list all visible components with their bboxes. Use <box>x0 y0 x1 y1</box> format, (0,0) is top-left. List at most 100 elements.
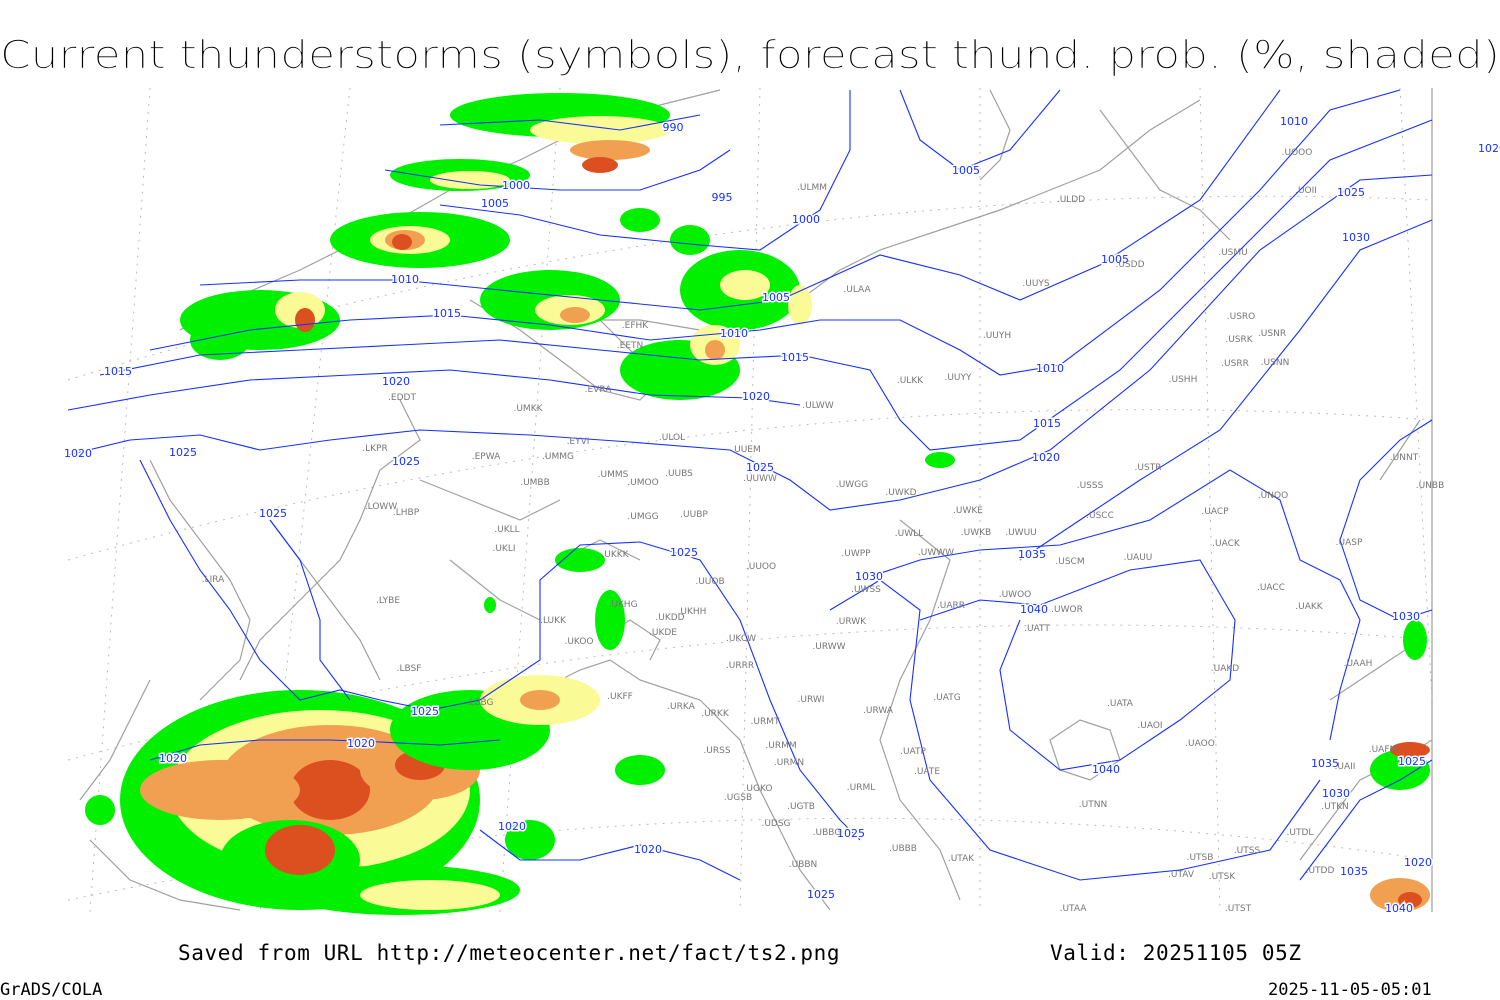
station-label: .UMBB <box>520 478 550 488</box>
isobar-line <box>1299 759 1433 881</box>
station-label: .URMT <box>751 717 780 727</box>
isobar-label: 1040 <box>1092 763 1120 776</box>
station-label: .EDDT <box>388 393 416 403</box>
station-label: .UKLI <box>492 544 515 554</box>
isobar-label: 1020 <box>1032 451 1060 464</box>
station-label: .UUYS <box>1022 279 1050 289</box>
station-label: .EFHK <box>622 321 649 331</box>
coastline <box>499 659 831 911</box>
station-label: .UARR <box>937 601 965 611</box>
coastline <box>419 479 561 621</box>
station-label: .UAOO <box>1185 739 1215 749</box>
station-label: .UUBS <box>665 469 693 479</box>
station-label: .UKKK <box>601 550 629 560</box>
probability-area <box>1403 620 1427 660</box>
isobar-label: 1015 <box>433 307 461 320</box>
station-label: .UKOO <box>564 637 593 647</box>
station-label: .UATE <box>914 767 940 777</box>
probability-area <box>484 597 496 613</box>
station-label: .USSS <box>1077 481 1104 491</box>
station-label: .UATA <box>1107 699 1134 709</box>
isobar-label: 1030 <box>1392 610 1420 623</box>
station-label: .UWKB <box>961 528 991 538</box>
station-labels: .ULMM .ULDD .UOOO .UOII .USMU .USDD .ULAA .UUYS… <box>202 148 1445 914</box>
isobar-line <box>269 519 351 701</box>
probability-area <box>720 270 770 300</box>
station-label: .URWI <box>798 695 825 705</box>
station-label: .URWK <box>836 617 867 627</box>
station-label: .UWLL <box>895 529 923 539</box>
isobar-label: 1020 <box>382 375 410 388</box>
isobar-label: 1020 <box>1404 856 1432 869</box>
station-label: .UACK <box>1212 539 1241 549</box>
probability-area <box>85 795 115 825</box>
station-label: .UNBB <box>1416 481 1445 491</box>
probability-area <box>788 285 812 325</box>
isobar-label: 1010 <box>1280 115 1308 128</box>
probability-area <box>570 140 650 160</box>
isobar-line <box>384 149 731 191</box>
isobar-line <box>479 829 741 881</box>
station-label: .USCM <box>1055 557 1084 567</box>
station-label: .UUOB <box>695 577 724 587</box>
isobar-label: 1020 <box>64 447 92 460</box>
station-label: .URWA <box>863 706 894 716</box>
isobar-label: 1020 <box>742 390 770 403</box>
software-credit: GrADS/COLA <box>0 980 103 1000</box>
isobar-line <box>99 119 1433 451</box>
isobar-label: 1025 <box>670 546 698 559</box>
coastline <box>239 399 421 681</box>
isobar-line <box>829 579 1321 881</box>
station-label: .UWGG <box>836 480 868 490</box>
station-label: .UNOO <box>1258 491 1288 501</box>
isobar-line <box>859 469 1361 741</box>
meridian-line <box>499 87 561 913</box>
isobar-line <box>1019 219 1433 561</box>
station-label: .UUEM <box>731 445 761 455</box>
coastline <box>79 679 241 911</box>
isobar-label: 1020 <box>159 752 187 765</box>
station-label: .UTSK <box>1209 872 1237 882</box>
station-label: .UWUU <box>1005 528 1037 538</box>
station-label: .UATT <box>1024 624 1050 634</box>
isobar-line <box>439 90 851 251</box>
station-label: .UAKD <box>1211 664 1240 674</box>
station-label: .USNN <box>1261 358 1290 368</box>
isobar-label: 1000 <box>502 179 530 192</box>
station-label: .UNNT <box>1390 453 1419 463</box>
thunderstorm-probability-shading <box>85 93 1430 915</box>
station-label: .ULWW <box>802 401 834 411</box>
station-label: .UKDE <box>649 628 677 638</box>
isobar-line <box>919 559 1236 771</box>
station-label: .UKHH <box>678 607 707 617</box>
isobar-label: 1020 <box>634 843 662 856</box>
isobar-label: 1025 <box>1398 755 1426 768</box>
station-label: .UTKN <box>1321 802 1349 812</box>
probability-area <box>925 452 955 468</box>
station-label: .UBBG <box>813 828 842 838</box>
station-label: .ULMM <box>797 183 827 193</box>
station-label: .URKK <box>701 709 730 719</box>
probability-area <box>560 307 590 323</box>
station-label: .UMMG <box>542 452 574 462</box>
isobar-label: 1030 <box>1342 231 1370 244</box>
isobar-label: 1035 <box>1340 865 1368 878</box>
station-label: .UWKD <box>885 488 916 498</box>
isobar-label: 1025 <box>169 446 197 459</box>
station-label: .UAII <box>1335 762 1356 772</box>
station-label: .UKHG <box>608 600 637 610</box>
station-label: .URSS <box>703 746 730 756</box>
meridian-line <box>89 87 151 913</box>
station-label: .URMN <box>774 758 804 768</box>
isobar-label: 1035 <box>1018 548 1046 561</box>
station-label: .UASP <box>1336 538 1363 548</box>
valid-time: Valid: 20251105 05Z <box>1050 941 1302 965</box>
probability-area <box>140 760 300 820</box>
station-label: .UTSS <box>1234 846 1261 856</box>
station-label: .ULAA <box>843 285 871 295</box>
station-label: .UACP <box>1201 507 1229 517</box>
isobar-line <box>439 114 701 131</box>
probability-area <box>615 755 665 785</box>
coastline <box>879 519 961 901</box>
station-label: .URRR <box>726 661 754 671</box>
